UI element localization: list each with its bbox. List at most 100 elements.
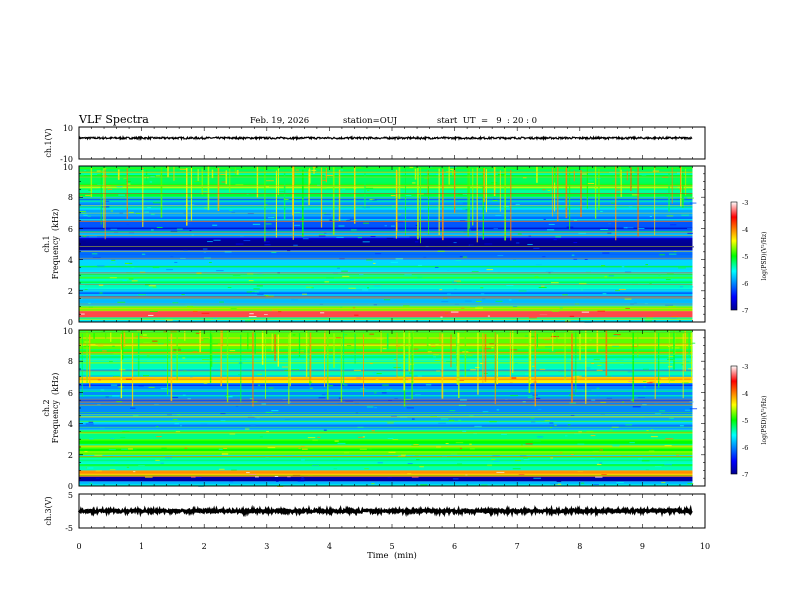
spectrogram-speckle [641, 174, 647, 176]
spectrogram-speckle [601, 265, 606, 267]
spectrogram-streak [691, 332, 693, 383]
spectrogram-speckle [445, 443, 449, 445]
spectrogram-speckle [658, 274, 661, 276]
spectrogram-speckle [149, 310, 158, 312]
spectrogram-speckle [509, 382, 513, 384]
spectrogram-tone [79, 432, 693, 433]
spectrogram-speckle [128, 278, 134, 280]
spectrogram-speckle [480, 362, 484, 364]
spectrogram-streak [668, 168, 670, 212]
spectrogram-speckle [571, 390, 576, 392]
spectrogram-speckle [556, 200, 565, 202]
spectrogram-speckle [661, 482, 666, 484]
spectrogram-speckle [99, 292, 103, 294]
spectrogram-speckle [373, 285, 381, 287]
spectrogram-speckle [437, 250, 445, 252]
spectrogram-speckle [643, 381, 647, 383]
spectrogram-speckle [91, 253, 98, 255]
spectrogram-speckle [110, 210, 114, 212]
spectrogram-speckle [179, 298, 183, 300]
spectrogram-speckle [524, 335, 528, 337]
spectrogram-speckle [509, 299, 512, 301]
spectrogram-speckle [284, 419, 290, 421]
spectrogram-speckle [79, 298, 83, 300]
spectrogram-speckle [491, 347, 494, 349]
spectrogram-texture [79, 481, 693, 483]
spectrogram-streak [353, 166, 356, 224]
spectrogram-streak [557, 167, 559, 222]
ch3-ylabel: ch.3(V) [44, 496, 53, 525]
spectrogram-speckle [318, 235, 326, 237]
spectrogram-speckle [469, 443, 472, 445]
spectrogram-speckle [539, 368, 546, 370]
spectrogram-speckle [264, 295, 269, 297]
spectrogram-speckle [506, 375, 510, 377]
spectrogram-speckle [367, 287, 370, 289]
spectrogram-speckle [201, 312, 210, 314]
xtick-label-7: 7 [515, 542, 520, 551]
spectrogram-speckle [450, 168, 454, 170]
spectrogram-speckle [654, 466, 662, 468]
spectrogram-speckle [335, 337, 343, 339]
spectrogram-speckle [365, 187, 374, 189]
spectrogram-speckle [95, 470, 102, 472]
spectrogram-streak [464, 330, 467, 377]
spectrogram-speckle [581, 173, 588, 175]
spectrogram-speckle [133, 415, 139, 417]
spectrogram-speckle [184, 447, 188, 449]
spectrogram-speckle [213, 317, 218, 319]
spectrogram-streak [458, 332, 460, 398]
spectrogram-speckle [665, 438, 674, 440]
spectrogram-speckle [208, 261, 212, 263]
spectrogram-speckle [654, 413, 662, 415]
spectrogram-texture [79, 439, 693, 441]
spectrogram-speckle [265, 186, 269, 188]
spectrogram-speckle [282, 399, 287, 401]
spectrogram-speckle [615, 290, 621, 292]
spectrogram-tone [79, 221, 693, 222]
spectrogram-speckle [100, 389, 105, 391]
spectrogram-speckle [606, 375, 612, 377]
spectrogram-speckle [409, 236, 416, 238]
spectrogram-speckle [487, 315, 490, 317]
spectrogram-speckle [248, 316, 257, 318]
spectrogram-speckle [515, 203, 520, 205]
spectrogram-speckle [192, 351, 198, 353]
spectrogram-speckle [323, 429, 327, 431]
spectrogram-texture [79, 186, 693, 189]
spectrogram-speckle [344, 384, 348, 386]
spectrogram-speckle [659, 195, 666, 197]
spectrogram-speckle [455, 259, 462, 261]
spectrogram-speckle [367, 190, 370, 192]
spectrogram-streak [586, 166, 588, 209]
spectrogram-speckle [490, 458, 496, 460]
spectrogram-speckle [412, 182, 416, 184]
spectrogram-speckle [449, 166, 457, 168]
spectrogram-streak [226, 330, 229, 403]
spectrogram-streak [288, 334, 290, 404]
spectrogram-speckle [97, 174, 101, 176]
spectrogram-speckle [112, 345, 115, 347]
spectrogram-streak [534, 331, 537, 407]
spectrogram-speckle [435, 244, 442, 246]
spectrogram-speckle [551, 241, 560, 243]
spectrogram-speckle [616, 189, 623, 191]
spectrogram-speckle [562, 294, 568, 296]
spectrogram-streak [439, 332, 441, 342]
spectrogram-streak [594, 166, 597, 219]
spectrogram-texture [79, 272, 693, 274]
spectrogram-speckle [687, 232, 693, 234]
spectrogram-speckle [506, 284, 514, 286]
spectrogram-speckle [297, 480, 305, 482]
spectrogram-speckle [97, 345, 104, 347]
spectrogram-speckle [484, 243, 493, 245]
spectrogram-speckle [681, 214, 689, 216]
spectrogram-speckle [160, 462, 164, 464]
xtick-label-6: 6 [452, 542, 457, 551]
spectrogram-speckle [643, 386, 646, 388]
spectrogram-speckle [126, 180, 131, 182]
spectrogram-speckle [454, 288, 457, 290]
spectrogram-speckle [144, 476, 153, 478]
spectrogram-speckle [318, 397, 326, 399]
spectrogram-streak [682, 333, 684, 399]
